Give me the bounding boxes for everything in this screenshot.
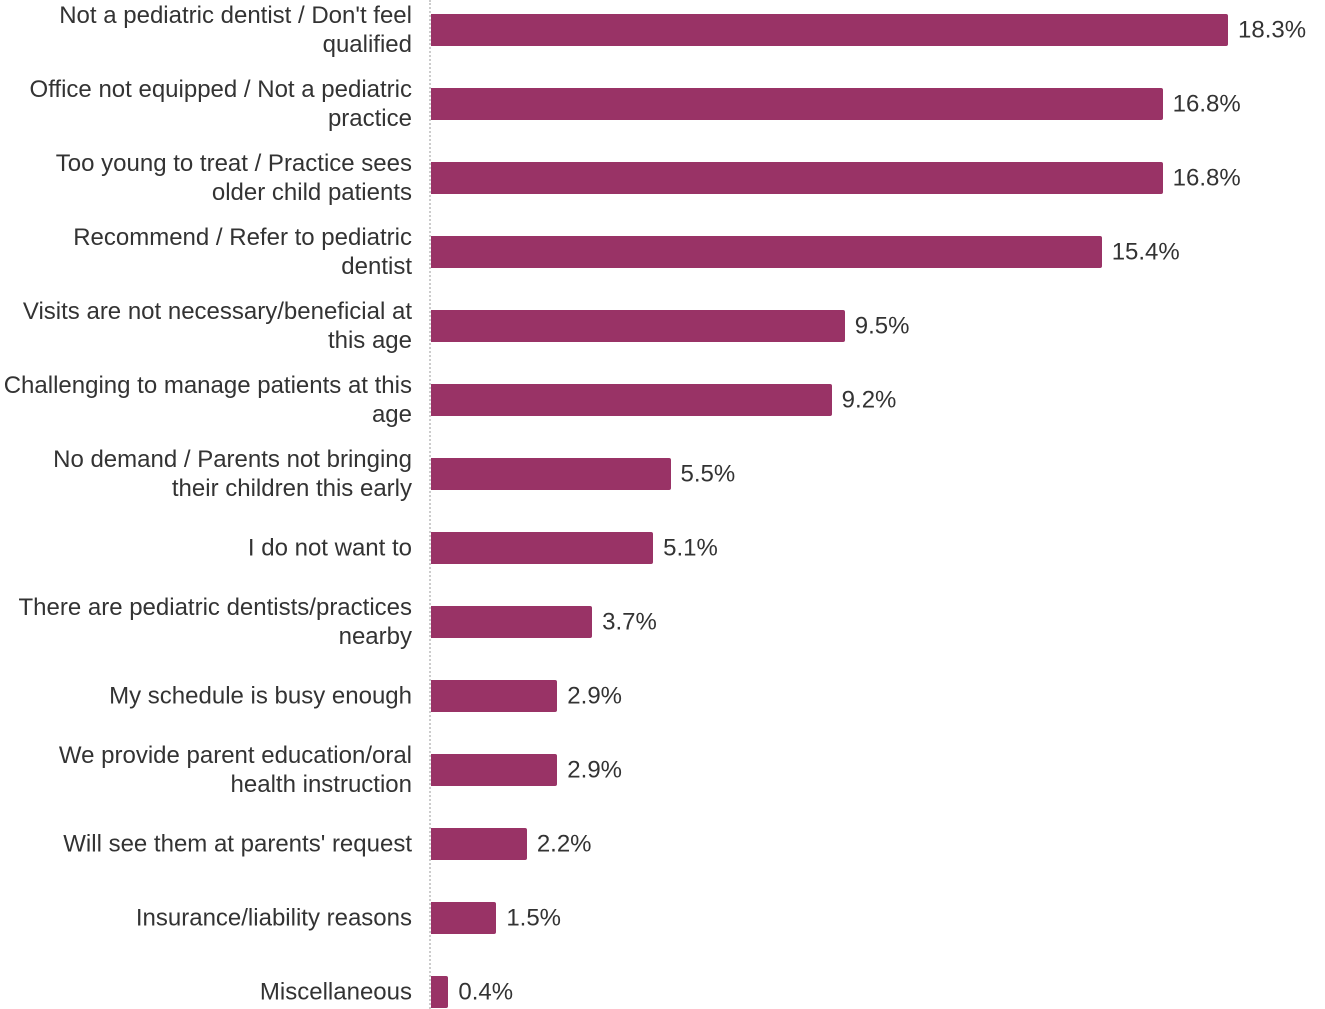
bar [431, 384, 832, 416]
category-label: My schedule is busy enough [109, 682, 412, 710]
value-label: 18.3% [1238, 16, 1307, 44]
value-label: 16.8% [1172, 90, 1241, 118]
category-label: Recommend / Refer to pediatric dentist [73, 224, 412, 280]
value-label: 0.4% [458, 978, 514, 1006]
bar [431, 14, 1228, 46]
category-label: Not a pediatric dentist / Don't feel qua… [59, 2, 412, 58]
bar [431, 606, 593, 638]
bar [431, 680, 558, 712]
category-label: No demand / Parents not bringing their c… [53, 446, 412, 502]
bar [431, 976, 449, 1008]
category-label: Will see them at parents' request [63, 830, 412, 858]
value-label: 2.2% [536, 830, 592, 858]
category-label: Insurance/liability reasons [135, 904, 412, 932]
value-label: 2.9% [567, 756, 622, 784]
value-label: 1.5% [506, 904, 562, 932]
bar [431, 458, 671, 490]
value-label: 9.2% [841, 386, 897, 414]
bar [431, 902, 497, 934]
value-label: 5.5% [680, 460, 736, 488]
bar [431, 828, 527, 860]
value-label: 3.7% [602, 608, 657, 636]
bar [431, 236, 1102, 268]
category-label: Visits are not necessary/beneficial at t… [22, 298, 412, 354]
bar [431, 162, 1163, 194]
value-label: 16.8% [1172, 164, 1241, 192]
axis-line [429, 0, 431, 1009]
category-label: Office not equipped / Not a pediatric pr… [29, 76, 412, 132]
category-label: Too young to treat / Practice sees older… [55, 150, 412, 206]
value-label: 15.4% [1111, 238, 1180, 266]
category-label: Challenging to manage patients at this a… [3, 372, 412, 428]
value-label: 9.5% [854, 312, 910, 340]
bar [431, 532, 654, 564]
bar [431, 310, 845, 342]
category-label: Miscellaneous [259, 978, 412, 1006]
bar [431, 88, 1163, 120]
value-label: 2.9% [567, 682, 622, 710]
category-label: There are pediatric dentists/practices n… [18, 594, 412, 650]
category-label: I do not want to [247, 534, 412, 562]
value-label: 5.1% [663, 534, 718, 562]
bar [431, 754, 558, 786]
category-label: We provide parent education/oral health … [58, 742, 412, 798]
